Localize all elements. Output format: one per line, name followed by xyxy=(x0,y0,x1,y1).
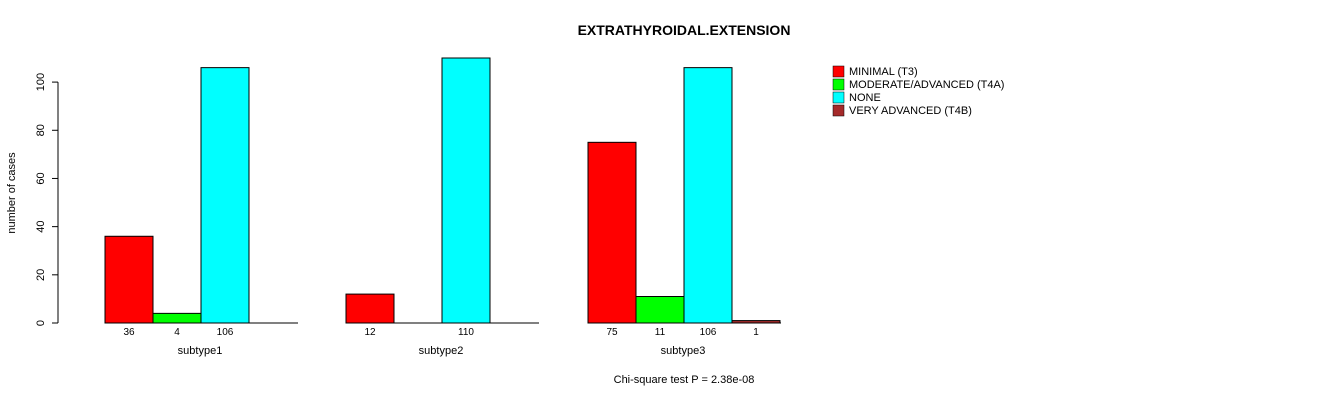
bar-subtype1-2 xyxy=(200,67,250,324)
bar-subtype3-3 xyxy=(731,320,781,324)
legend: MINIMAL (T3)MODERATE/ADVANCED (T4A)NONEV… xyxy=(832,65,1004,117)
chi-square-footer: Chi-square test P = 2.38e-08 xyxy=(614,374,755,386)
bar-subtype2-0 xyxy=(345,293,395,324)
y-tick-label-60: 60 xyxy=(35,172,47,184)
bar-subtype3-1 xyxy=(635,296,685,324)
legend-swatch-1 xyxy=(832,78,845,91)
bar-label-subtype2-0: 12 xyxy=(364,327,376,338)
bar-subtype1-0 xyxy=(104,235,154,324)
y-axis-label: number of cases xyxy=(6,152,18,234)
group-label-subtype1: subtype1 xyxy=(178,345,223,357)
group-label-subtype3: subtype3 xyxy=(661,345,706,357)
bar-label-subtype3-2: 106 xyxy=(700,327,717,338)
bars xyxy=(104,57,781,324)
y-tick-label-20: 20 xyxy=(35,269,47,281)
bar-subtype2-2 xyxy=(441,57,491,324)
legend-label-2: NONE xyxy=(849,92,881,104)
bar-subtype3-0 xyxy=(587,141,637,324)
y-tick-label-0: 0 xyxy=(35,320,47,326)
bar-label-subtype2-2: 110 xyxy=(458,327,474,338)
bar-labels: 36 4 106 12 110 75 11 106 1 xyxy=(123,327,759,338)
legend-label-1: MODERATE/ADVANCED (T4A) xyxy=(849,79,1004,91)
group-label-subtype2: subtype2 xyxy=(419,345,464,357)
chart-title: EXTRATHYROIDAL.EXTENSION xyxy=(578,22,791,38)
bar-subtype3-2 xyxy=(683,67,733,324)
y-tick-label-80: 80 xyxy=(35,124,47,136)
y-tick-label-40: 40 xyxy=(35,221,47,233)
legend-swatch-0 xyxy=(832,65,845,78)
group-labels: subtype1 subtype2 subtype3 xyxy=(178,345,706,357)
legend-swatch-2 xyxy=(832,91,845,104)
bar-label-subtype1-1: 4 xyxy=(174,327,180,338)
bar-subtype1-1 xyxy=(152,312,202,324)
bar-label-subtype3-3: 1 xyxy=(753,327,759,338)
legend-label-3: VERY ADVANCED (T4B) xyxy=(849,105,972,117)
legend-swatch-3 xyxy=(832,104,845,117)
y-tick-label-100: 100 xyxy=(35,73,47,91)
legend-label-0: MINIMAL (T3) xyxy=(849,66,918,78)
bar-label-subtype1-0: 36 xyxy=(123,327,135,338)
bar-label-subtype3-0: 75 xyxy=(606,327,618,338)
bar-label-subtype3-1: 11 xyxy=(655,327,666,338)
bar-label-subtype1-2: 106 xyxy=(217,327,234,338)
